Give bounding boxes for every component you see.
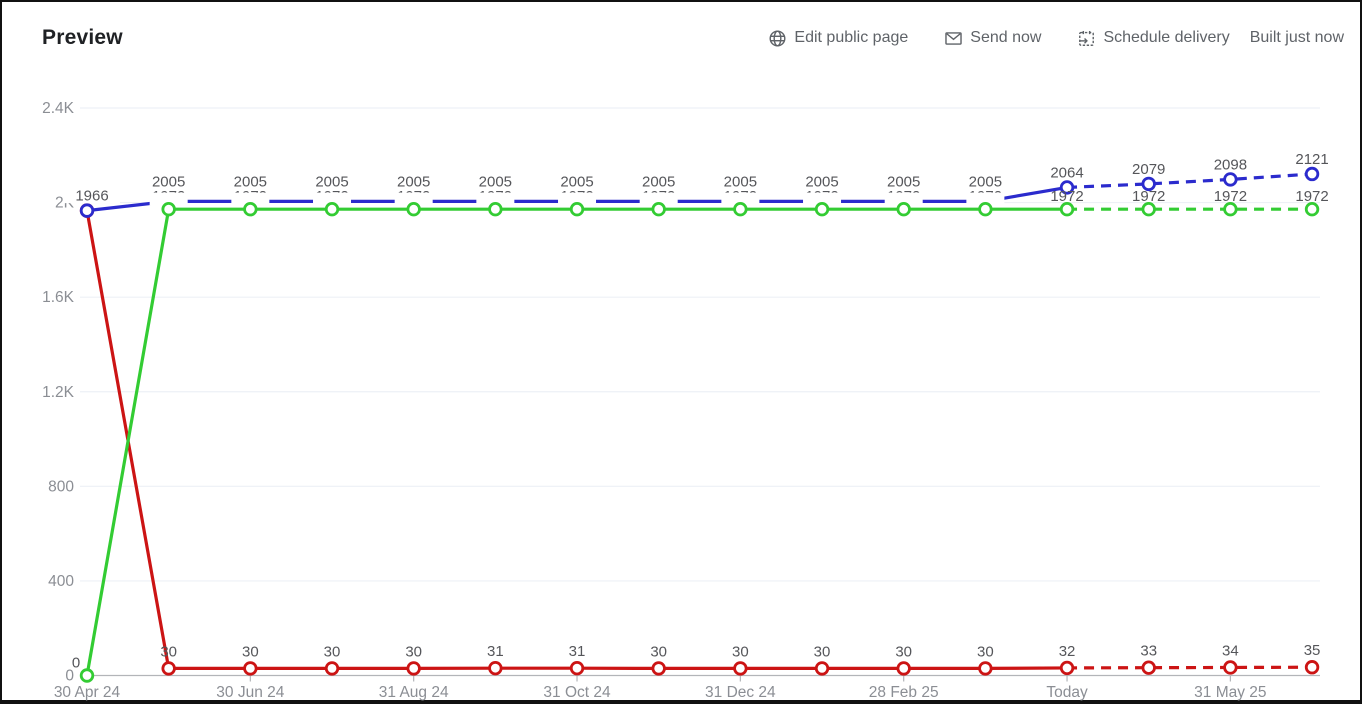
svg-text:2005: 2005: [479, 173, 512, 190]
svg-text:2005: 2005: [397, 173, 430, 190]
svg-text:30 Apr 24: 30 Apr 24: [54, 684, 121, 701]
svg-text:2005: 2005: [805, 173, 838, 190]
send-now-button[interactable]: Send now: [944, 29, 1041, 48]
svg-text:2005: 2005: [887, 173, 920, 190]
svg-text:2005: 2005: [234, 173, 267, 190]
svg-text:2005: 2005: [152, 173, 185, 190]
svg-text:2005: 2005: [315, 173, 348, 190]
svg-text:2005: 2005: [642, 173, 675, 190]
svg-text:0: 0: [65, 668, 74, 685]
svg-text:0: 0: [72, 655, 80, 672]
svg-text:31 Aug 24: 31 Aug 24: [379, 684, 449, 701]
svg-text:31: 31: [569, 643, 586, 660]
svg-text:31 Dec 24: 31 Dec 24: [705, 684, 776, 701]
send-now-label: Send now: [970, 29, 1042, 46]
svg-text:30: 30: [977, 643, 994, 660]
svg-text:1972: 1972: [1132, 188, 1165, 205]
built-status: Built just now: [1249, 29, 1344, 46]
svg-text:31: 31: [487, 643, 504, 660]
svg-text:30: 30: [732, 643, 749, 660]
page-title: Preview: [42, 26, 123, 49]
header: Preview Edit public page Send now: [2, 2, 1360, 74]
svg-text:30: 30: [650, 643, 667, 660]
svg-text:1966: 1966: [75, 188, 108, 205]
svg-text:30: 30: [242, 643, 259, 660]
svg-text:2005: 2005: [560, 173, 593, 190]
header-actions: Edit public page Send now S: [768, 29, 1344, 48]
globe-icon: [768, 29, 787, 48]
svg-text:32: 32: [1059, 643, 1076, 660]
edit-public-page-label: Edit public page: [794, 29, 909, 46]
envelope-icon: [944, 29, 963, 48]
svg-text:31 May 25: 31 May 25: [1194, 684, 1266, 701]
svg-text:30 Jun 24: 30 Jun 24: [216, 684, 284, 701]
svg-text:2079: 2079: [1132, 161, 1165, 178]
svg-text:2005: 2005: [969, 173, 1002, 190]
svg-text:2005: 2005: [724, 173, 757, 190]
svg-text:Today: Today: [1046, 684, 1088, 701]
edit-public-page-button[interactable]: Edit public page: [768, 29, 908, 48]
svg-text:30: 30: [405, 643, 422, 660]
svg-text:2098: 2098: [1214, 156, 1247, 173]
svg-text:35: 35: [1304, 642, 1321, 659]
svg-text:1972: 1972: [1214, 188, 1247, 205]
svg-text:30: 30: [814, 643, 831, 660]
svg-text:2121: 2121: [1295, 151, 1328, 168]
svg-text:1.2K: 1.2K: [42, 384, 75, 401]
svg-text:30: 30: [895, 643, 912, 660]
schedule-delivery-button[interactable]: Schedule delivery: [1077, 29, 1230, 48]
calendar-send-icon: [1077, 29, 1096, 48]
svg-text:1.6K: 1.6K: [42, 289, 75, 306]
svg-text:400: 400: [48, 573, 74, 590]
svg-text:30: 30: [324, 643, 341, 660]
svg-text:33: 33: [1140, 643, 1157, 660]
svg-text:30: 30: [160, 643, 177, 660]
svg-text:1972: 1972: [1050, 188, 1083, 205]
svg-text:2.4K: 2.4K: [42, 100, 75, 117]
svg-text:31 Oct 24: 31 Oct 24: [543, 684, 611, 701]
svg-text:28 Feb 25: 28 Feb 25: [869, 684, 939, 701]
svg-text:800: 800: [48, 478, 74, 495]
svg-text:34: 34: [1222, 642, 1239, 659]
schedule-delivery-label: Schedule delivery: [1103, 29, 1230, 46]
svg-text:1972: 1972: [1295, 188, 1328, 205]
svg-text:2064: 2064: [1050, 164, 1083, 181]
